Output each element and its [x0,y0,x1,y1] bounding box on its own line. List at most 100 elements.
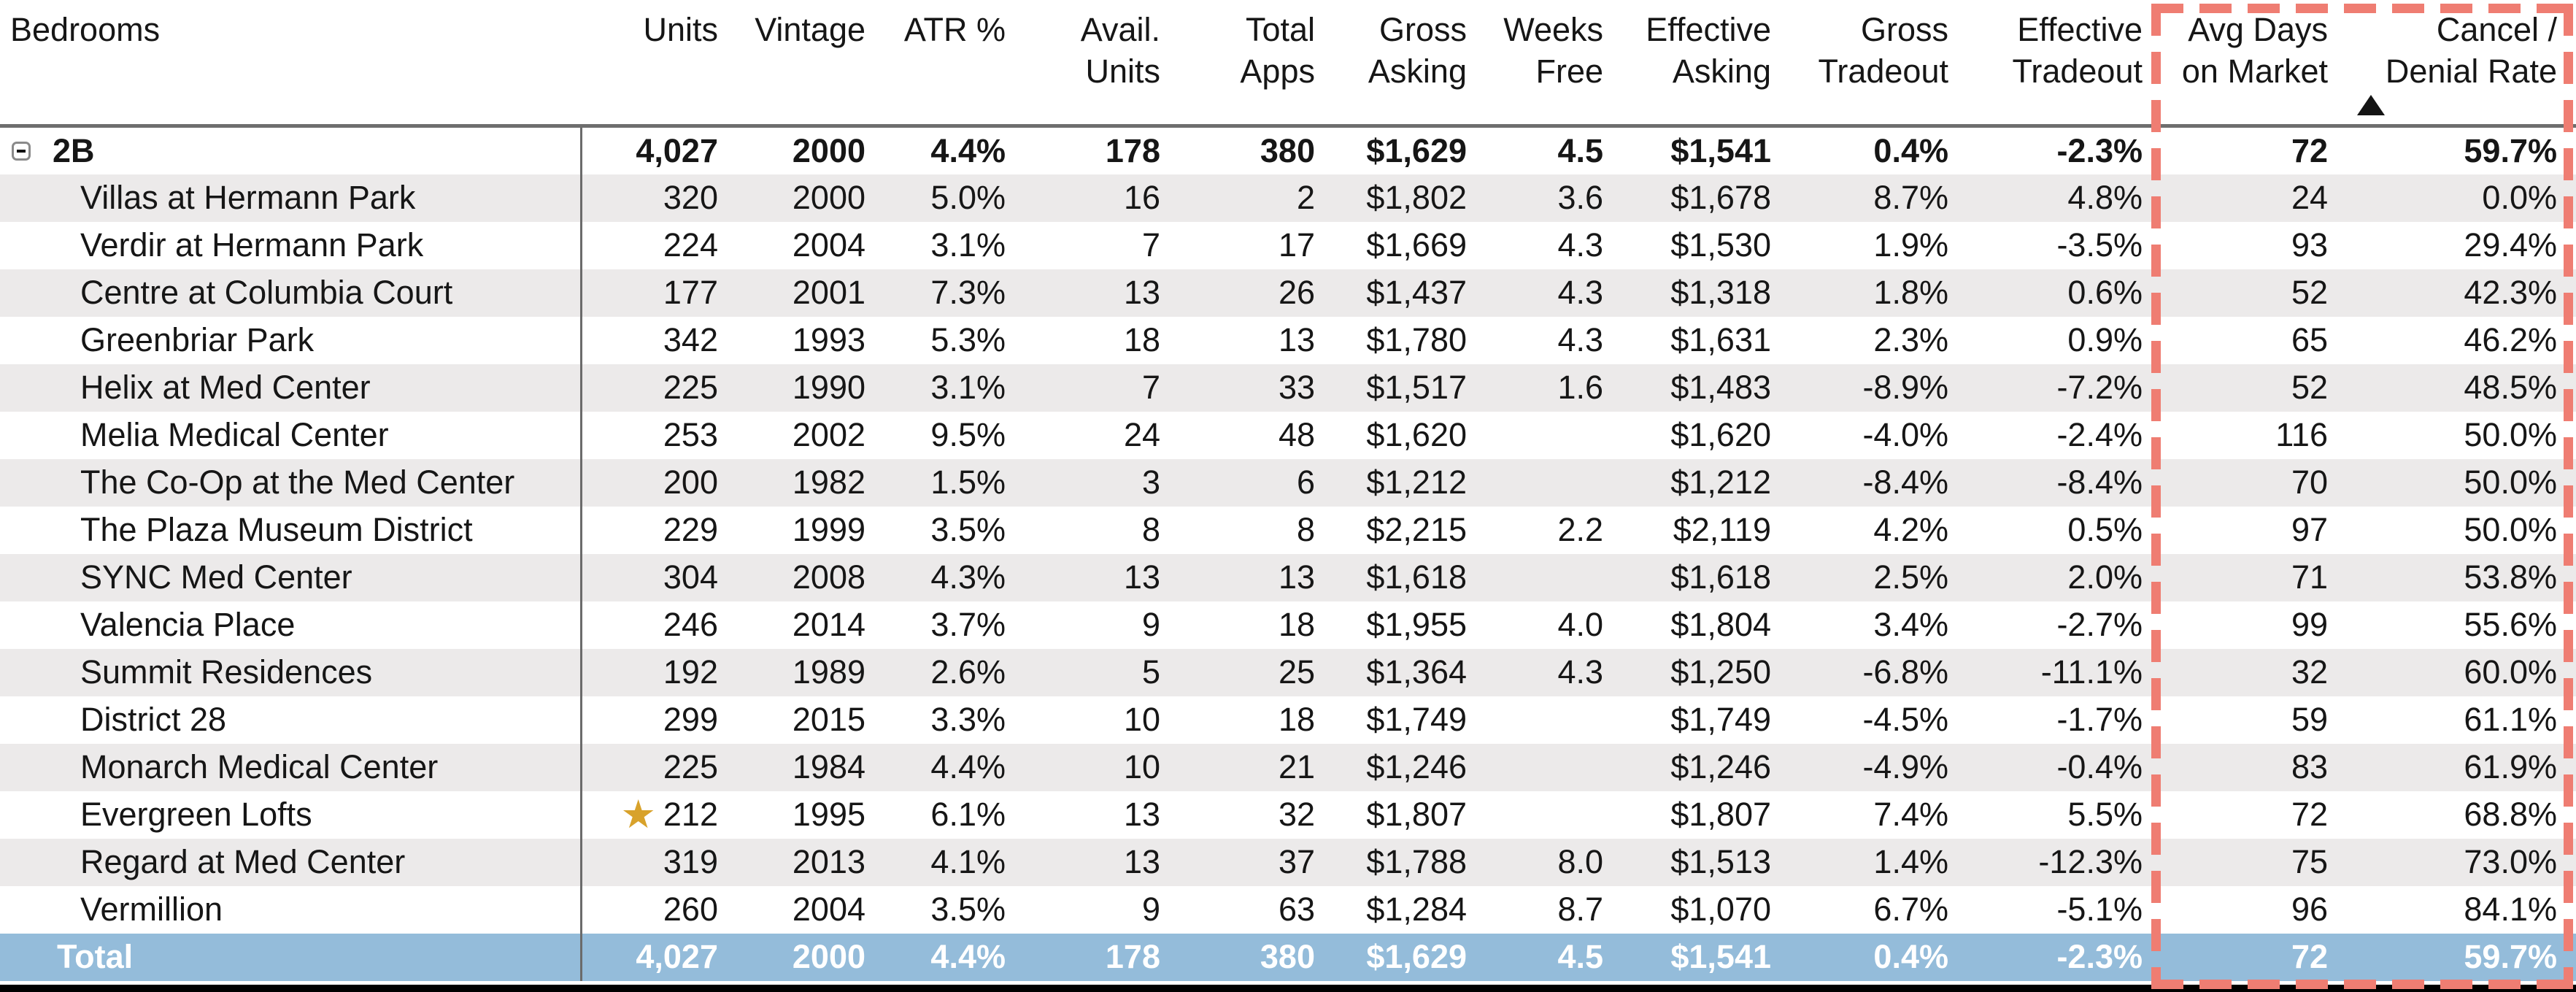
property-row[interactable]: Villas at Hermann Park 320 2000 5.0% 16 2 $1,8… [0,174,2576,222]
cell-property-name: Villas at Hermann Park [0,174,582,222]
cell-weeks-free: 8.0 [1471,838,1608,886]
cell-avg-days: 32 [2150,648,2335,696]
property-row[interactable]: The Plaza Museum District 229 1999 3.5% 8 8 $2… [0,506,2576,554]
value: 5.0% [930,179,1006,216]
property-row[interactable]: Valencia Place 246 2014 3.7% 9 18 $1,955 4.0 $1,… [0,601,2576,649]
value: $1,364 [1366,653,1467,691]
value: 17 [1278,226,1315,264]
column-header-avg-days-on-market[interactable]: Avg Days on Market [2150,0,2335,128]
cell-effective-asking: $1,246 [1608,743,1775,791]
value: 225 [663,369,718,406]
cell-cancel-rate: 46.2% [2335,317,2576,364]
cell-atr: 3.5% [870,886,1010,934]
value: 0.0% [2482,179,2557,216]
value: 253 [663,416,718,453]
column-header-avail-units[interactable]: Avail. Units [1010,0,1165,128]
cell-property-name: Centre at Columbia Court [0,269,582,317]
column-header-gross-tradeout[interactable]: Gross Tradeout [1775,0,1960,128]
value: -2.7% [2056,606,2143,643]
property-row[interactable]: Monarch Medical Center 225 1984 4.4% 10 21 $1,… [0,743,2576,791]
column-header-bedrooms[interactable]: Bedrooms [0,0,581,128]
column-header-effective-asking[interactable]: Effective Asking [1608,0,1775,128]
value: 46.2% [2464,321,2557,358]
value: 4.4% [930,131,1006,169]
cell-units: 342 [581,317,722,364]
cell-units: 246 [581,601,722,649]
cell-effective-asking: $1,530 [1608,222,1775,269]
cell-total-apps: 32 [1165,791,1319,839]
cell-vintage: 1995 [722,791,870,839]
cell-property-name: The Co-Op at the Med Center [0,458,582,507]
property-row[interactable]: Vermillion 260 2004 3.5% 9 63 $1,284 8.7 $1,070 6… [0,885,2576,934]
cell-gross-tradeout: 1.9% [1775,222,1960,269]
value: -11.1% [2040,653,2143,691]
column-header-atr-pct[interactable]: ATR % [870,0,1010,128]
value: 1.4% [1873,843,1948,880]
cell-gross-asking: $1,629 [1319,933,1471,981]
value: 2 [1296,179,1315,216]
cell-units: 4,027 [581,126,722,174]
cell-vintage: 1984 [722,743,870,791]
cell-avail-units: 13 [1010,553,1165,601]
cell-weeks-free: 8.7 [1471,886,1608,934]
value: 2000 [792,179,865,216]
value: 4.3 [1557,321,1603,358]
column-header-gross-asking[interactable]: Gross Asking [1319,0,1471,128]
value: 2.2 [1557,511,1603,548]
property-row[interactable]: District 28 299 2015 3.3% 10 18 $1,749 $1,749 -4… [0,696,2576,744]
cell-total-apps: 21 [1165,743,1319,791]
value: 2004 [792,891,865,928]
value: 2008 [792,558,865,596]
cell-weeks-free: 4.3 [1471,317,1608,364]
cell-property-name: The Plaza Museum District [0,506,582,554]
value: 9.5% [930,416,1006,453]
column-header-vintage[interactable]: Vintage [722,0,870,128]
value: 178 [1105,938,1160,975]
collapse-minus-box-icon[interactable] [12,141,31,161]
property-row[interactable]: Melia Medical Center 253 2002 9.5% 24 48 $1,62… [0,411,2576,459]
cell-avail-units: 3 [1010,458,1165,507]
property-name-label: District 28 [80,701,227,738]
cell-effective-tradeout: -1.7% [1960,696,2150,744]
value: 55.6% [2464,606,2557,643]
value: $1,541 [1670,131,1771,169]
property-row[interactable]: Summit Residences 192 1989 2.6% 5 25 $1,364 4.3… [0,648,2576,696]
cell-avail-units: 16 [1010,174,1165,222]
cell-atr: 3.1% [870,364,1010,412]
column-header-cancel-denial-rate[interactable]: Cancel / Denial Rate [2335,0,2576,128]
property-row[interactable]: Greenbriar Park 342 1993 5.3% 18 13 $1,780 4.3 $… [0,316,2576,364]
cell-gross-tradeout: -6.8% [1775,648,1960,696]
value: 13 [1123,558,1160,596]
property-row[interactable]: Evergreen Lofts ★ 212 1995 6.1% 13 32 $1,807 $1,… [0,791,2576,839]
cell-effective-asking: $1,250 [1608,648,1775,696]
value: 2000 [792,938,865,975]
value: 380 [1260,131,1315,169]
cell-effective-asking: $1,807 [1608,791,1775,839]
property-row[interactable]: Verdir at Hermann Park 224 2004 3.1% 7 17 $1,6… [0,221,2576,269]
value: $1,246 [1366,748,1467,785]
cell-units: 224 [581,222,722,269]
value: -6.8% [1862,653,1948,691]
cell-cancel-rate: 73.0% [2335,838,2576,886]
value: 342 [663,321,718,358]
row-label: Total [57,938,134,975]
property-row[interactable]: SYNC Med Center 304 2008 4.3% 13 13 $1,618 $1,6… [0,553,2576,601]
value: 24 [1123,416,1160,453]
value: $1,541 [1670,938,1771,975]
property-row[interactable]: Regard at Med Center 319 2013 4.1% 13 37 $1,78… [0,838,2576,886]
column-header-weeks-free[interactable]: Weeks Free [1471,0,1608,128]
cell-cancel-rate: 29.4% [2335,222,2576,269]
cell-effective-tradeout: 4.8% [1960,174,2150,222]
property-row[interactable]: Centre at Columbia Court 177 2001 7.3% 13 26 $… [0,269,2576,317]
property-name-label: Verdir at Hermann Park [80,226,424,264]
cell-gross-asking: $1,517 [1319,364,1471,412]
column-header-total-apps[interactable]: Total Apps [1165,0,1319,128]
property-row[interactable]: Helix at Med Center 225 1990 3.1% 7 33 $1,517 1… [0,364,2576,412]
property-row[interactable]: The Co-Op at the Med Center 200 1982 1.5% 3 6… [0,458,2576,507]
column-header-units[interactable]: Units [581,0,722,128]
cell-cancel-rate: 48.5% [2335,364,2576,412]
column-header-effective-tradeout[interactable]: Effective Tradeout [1960,0,2150,128]
value: $1,212 [1670,464,1771,501]
header-label: on Market [2181,53,2328,90]
favorite-star-icon[interactable]: ★ [620,793,656,837]
